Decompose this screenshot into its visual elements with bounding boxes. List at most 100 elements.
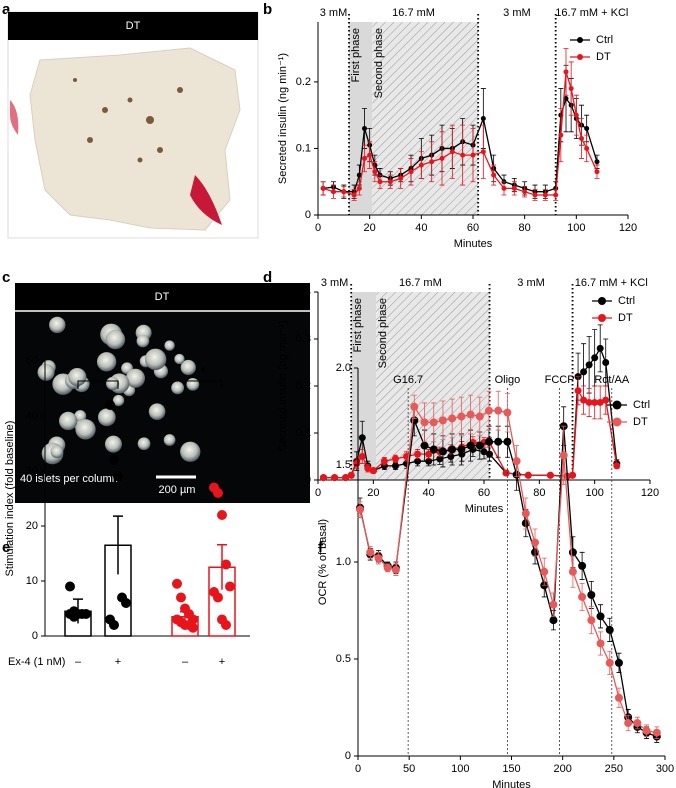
legend-marker <box>612 417 622 427</box>
condition-label: 16.7 mM <box>392 7 435 19</box>
data-point <box>188 622 198 633</box>
islet <box>49 316 66 334</box>
data-point <box>81 609 91 619</box>
y-tick-label: 0.1 <box>296 142 311 154</box>
y-tick-label: 1.0 <box>336 556 351 568</box>
data-point <box>532 192 538 198</box>
data-point <box>374 554 383 563</box>
data-point <box>642 726 651 735</box>
data-point <box>614 693 623 702</box>
data-point <box>553 192 559 198</box>
islet <box>37 363 55 381</box>
image-caption: 40 islets per column <box>20 473 118 485</box>
data-point <box>596 639 605 648</box>
phase-region <box>351 292 377 480</box>
data-point <box>613 462 621 470</box>
data-point <box>429 445 438 454</box>
tissue-image <box>7 11 259 239</box>
data-point <box>221 620 231 630</box>
data-point <box>480 116 486 121</box>
data-point <box>366 548 375 557</box>
legend-label: Ctrl <box>596 34 613 46</box>
islet <box>58 411 78 431</box>
phase-region <box>349 22 373 215</box>
data-point <box>596 344 604 352</box>
islet <box>75 419 96 440</box>
data-point <box>569 471 577 479</box>
islet <box>163 434 176 446</box>
error-bar <box>113 515 123 575</box>
data-point <box>358 453 366 460</box>
phase-label: Second phase <box>373 28 385 98</box>
data-point <box>585 398 593 406</box>
x-tick-label: – <box>75 656 82 668</box>
data-point <box>596 398 604 406</box>
x-tick-label: 100 <box>567 222 585 234</box>
data-point <box>587 590 596 599</box>
legend-marker <box>598 297 606 305</box>
x-tick-label: 0 <box>315 222 321 234</box>
data-point <box>372 169 378 175</box>
islet <box>50 445 64 459</box>
data-point <box>391 565 400 574</box>
data-point <box>503 408 512 417</box>
x-tick-label: 40 <box>423 487 435 499</box>
data-point <box>584 145 590 151</box>
data-point <box>596 612 605 621</box>
islet <box>125 368 145 388</box>
y-tick-label: 10 <box>26 575 38 587</box>
data-point <box>614 658 623 667</box>
x-tick-label: 120 <box>619 222 637 234</box>
islet <box>180 441 201 462</box>
x-tick-label: 80 <box>519 222 531 234</box>
data-point <box>391 455 399 463</box>
data-point <box>484 437 493 446</box>
islet <box>171 381 185 395</box>
data-point <box>438 416 447 425</box>
data-point <box>420 441 429 450</box>
data-point <box>414 450 422 458</box>
islet <box>97 408 116 427</box>
data-point <box>408 169 414 175</box>
data-point <box>457 445 466 454</box>
data-point <box>475 441 484 450</box>
data-point <box>358 434 366 442</box>
data-point <box>213 488 223 498</box>
legend-marker <box>598 314 606 322</box>
data-point <box>501 185 507 191</box>
data-point <box>369 467 377 475</box>
data-point <box>356 505 365 514</box>
data-point <box>213 592 223 603</box>
islet <box>106 376 120 391</box>
data-point <box>475 412 484 421</box>
data-point <box>398 175 404 181</box>
panel-label: e <box>2 539 10 556</box>
x-tick-label: 250 <box>605 763 623 775</box>
y-tick-label: 0.3 <box>296 333 311 345</box>
data-point <box>367 152 373 158</box>
data-point <box>531 538 540 547</box>
data-point <box>331 474 339 482</box>
data-point <box>522 189 528 195</box>
islet <box>148 403 166 420</box>
data-point <box>356 172 362 178</box>
panel-label: d <box>263 269 272 286</box>
condition-label: 3 mM <box>517 277 545 289</box>
x-axis-label: Minutes <box>465 503 504 515</box>
condition-label: 3 mM <box>320 7 348 19</box>
data-point <box>364 464 372 472</box>
phase-label: First phase <box>350 28 362 82</box>
x-tick-label: – <box>182 656 189 668</box>
data-point <box>591 398 599 406</box>
islet <box>186 377 200 391</box>
panel-label: b <box>263 1 272 18</box>
condition-label: 16.7 mM + KCl <box>555 7 628 19</box>
data-point <box>429 159 435 165</box>
y-tick-label: 0.2 <box>296 76 311 88</box>
x-axis-label: Minutes <box>454 238 493 250</box>
data-point <box>320 474 328 482</box>
y-tick-label: 30 <box>26 465 38 477</box>
data-point <box>568 86 574 92</box>
data-point <box>563 96 569 102</box>
